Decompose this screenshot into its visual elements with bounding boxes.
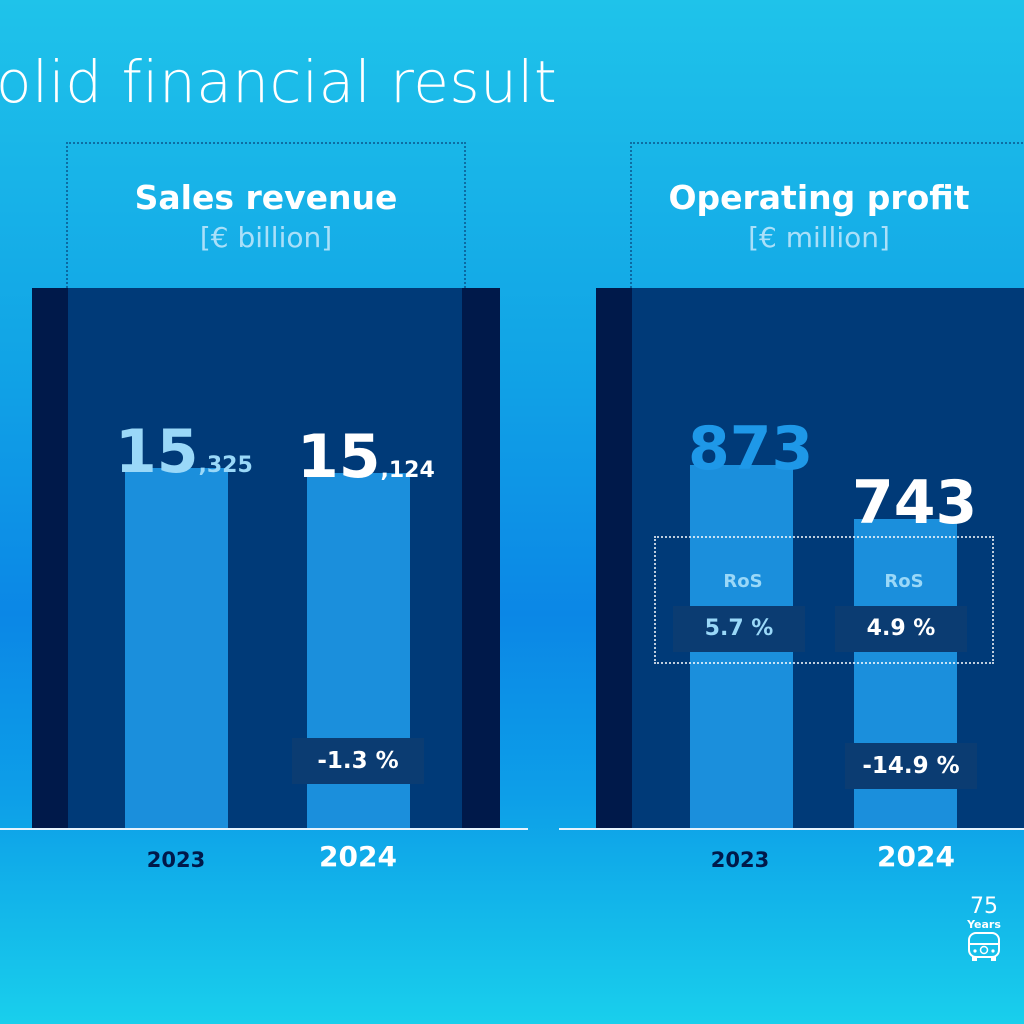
profit-year-2024: 2024	[877, 840, 955, 873]
ros-label-2024: RoS	[884, 571, 924, 592]
sales-revenue-header: Sales revenue [€ billion]	[66, 142, 466, 288]
sales-axis-line	[0, 828, 528, 830]
sales-revenue-title: Sales revenue	[134, 178, 398, 217]
ros-label-2023: RoS	[723, 571, 763, 592]
operating-profit-title: Operating profit	[668, 178, 970, 217]
profit-axis-line	[559, 828, 1024, 830]
slide-title: olid financial result	[0, 48, 558, 116]
profit-change-badge: -14.9 %	[845, 743, 977, 789]
logo-number: 75	[970, 894, 998, 919]
sales-revenue-unit: [€ billion]	[199, 221, 333, 254]
sales-value-2023-sub: ,325	[198, 453, 253, 479]
profit-year-2023: 2023	[710, 848, 770, 872]
sales-year-2024: 2024	[319, 840, 397, 873]
sales-change-badge: -1.3 %	[292, 738, 424, 784]
ros-box	[654, 536, 994, 664]
profit-value-2023: 873	[688, 414, 814, 485]
ros-value-2024: 4.9 %	[835, 606, 967, 652]
sales-value-2023-main: 15	[115, 417, 199, 488]
anniversary-logo: 75 Years	[964, 896, 1004, 967]
operating-profit-unit: [€ million]	[748, 221, 890, 254]
sales-year-2023: 2023	[146, 848, 206, 872]
sales-value-2023: 15,325	[115, 422, 253, 482]
sales-value-2024: 15,124	[297, 427, 435, 487]
sales-value-2024-sub: ,124	[380, 457, 435, 483]
operating-profit-header: Operating profit [€ million]	[630, 142, 1024, 288]
profit-value-2024: 743	[852, 468, 978, 539]
sales-value-2024-main: 15	[297, 421, 381, 492]
sales-bar-2023	[125, 468, 228, 828]
bus-icon	[968, 932, 1000, 961]
ros-value-2023: 5.7 %	[673, 606, 805, 652]
logo-text: Years	[967, 918, 1001, 931]
